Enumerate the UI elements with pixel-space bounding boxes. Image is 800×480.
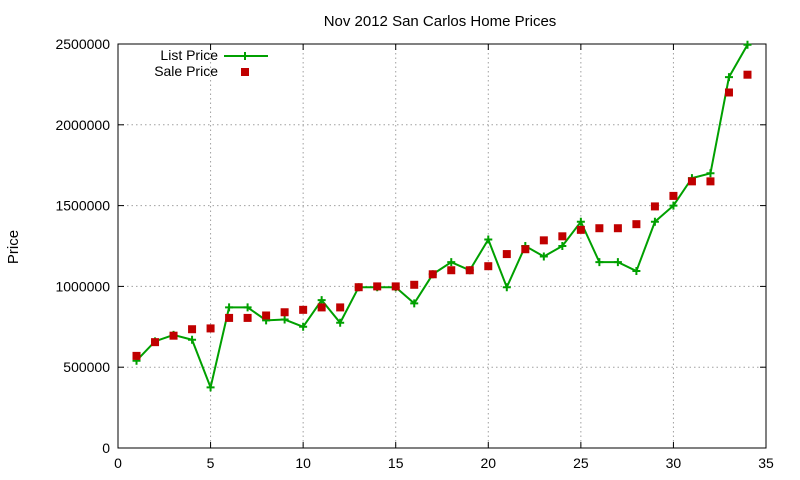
sale-price-point: [465, 266, 474, 275]
list-price-point: [317, 296, 326, 305]
axes: [117, 43, 767, 449]
sale-price-point: [669, 191, 678, 200]
list-price-point: [243, 303, 252, 312]
sale-price-point: [558, 232, 567, 241]
sale-price-point: [336, 303, 345, 312]
sale-price-point: [724, 88, 733, 97]
sale-price-point: [243, 313, 252, 322]
list-price-point: [225, 303, 234, 312]
list-price-point: [724, 73, 733, 82]
list-price-point: [299, 322, 308, 331]
y-ticks: 0 500000 1000000 1500000 2000000 2500000: [55, 36, 766, 456]
sale-price-point: [280, 308, 289, 317]
sale-price-point: [151, 338, 160, 347]
legend: List Price Sale Price: [154, 47, 268, 79]
sale-price-point: [484, 262, 493, 271]
list-price-point: [558, 242, 567, 250]
sale-price-point: [132, 351, 141, 360]
list-price-point: [447, 258, 456, 267]
sale-price-point: [650, 202, 659, 211]
list-price-point: [595, 258, 604, 267]
sale-price-point: [447, 266, 456, 275]
sale-price-point: [576, 225, 585, 234]
x-ticks: 0 5 10 15 20 25 30 35: [114, 44, 774, 471]
legend-sale-price-marker: [241, 68, 249, 76]
legend-sale-price-label: Sale Price: [154, 63, 218, 79]
sale-price-point: [354, 283, 363, 292]
list-price-point: [206, 383, 215, 392]
sale-price-point: [262, 311, 271, 320]
list-price-point: [706, 169, 715, 178]
sale-price-point: [502, 250, 511, 259]
x-tick-label: 25: [573, 455, 589, 471]
y-tick-label: 1000000: [55, 278, 110, 294]
sale-price-point: [225, 313, 234, 322]
sale-price-point: [595, 224, 604, 233]
list-price-point: [336, 318, 345, 327]
x-tick-label: 35: [758, 455, 774, 471]
sale-price-point: [521, 245, 530, 254]
plot-series: [132, 40, 752, 392]
sale-price-point: [539, 236, 548, 245]
list-price-point: [539, 252, 548, 261]
sale-price-point: [743, 70, 752, 79]
list-price-point: [484, 235, 493, 244]
list-price-point: [410, 299, 419, 308]
sale-price-point: [317, 303, 326, 312]
sale-price-point: [410, 280, 419, 289]
sale-price-point: [169, 331, 178, 340]
x-tick-label: 15: [388, 455, 404, 471]
sale-price-point: [428, 270, 437, 279]
legend-list-price-label: List Price: [160, 47, 218, 63]
x-tick-label: 10: [295, 455, 311, 471]
list-price-point: [576, 217, 585, 226]
y-tick-label: 500000: [63, 359, 110, 375]
list-price-point: [188, 335, 197, 344]
y-tick-label: 2000000: [55, 117, 110, 133]
sale-price-point: [299, 305, 308, 314]
sale-price-point: [687, 177, 696, 186]
list-price-point: [743, 40, 752, 49]
legend-list-price-marker: [241, 52, 249, 60]
list-price-point: [613, 258, 622, 267]
sale-price-point: [613, 224, 622, 233]
y-tick-label: 1500000: [55, 198, 110, 214]
sale-price-point: [391, 282, 400, 291]
sale-price-point: [206, 324, 215, 333]
list-price-point: [280, 315, 289, 324]
x-tick-label: 5: [207, 455, 215, 471]
list-price-line: [135, 44, 749, 391]
list-price-point: [502, 283, 511, 292]
list-price-point: [632, 267, 641, 276]
y-axis-label: Price: [5, 230, 22, 264]
chart-title: Nov 2012 San Carlos Home Prices: [324, 13, 557, 30]
list-price-point: [669, 201, 678, 210]
y-tick-label: 2500000: [55, 36, 110, 52]
sale-price-point: [373, 282, 382, 291]
plot-frame: [117, 43, 767, 449]
x-tick-label: 30: [666, 455, 682, 471]
sale-price-point: [632, 220, 641, 229]
y-tick-label: 0: [102, 440, 110, 456]
sale-price-point: [188, 325, 197, 334]
x-tick-label: 20: [480, 455, 496, 471]
sale-price-point: [706, 177, 715, 186]
x-tick-label: 0: [114, 455, 122, 471]
grid: [118, 44, 766, 448]
list-price-point: [650, 217, 659, 226]
